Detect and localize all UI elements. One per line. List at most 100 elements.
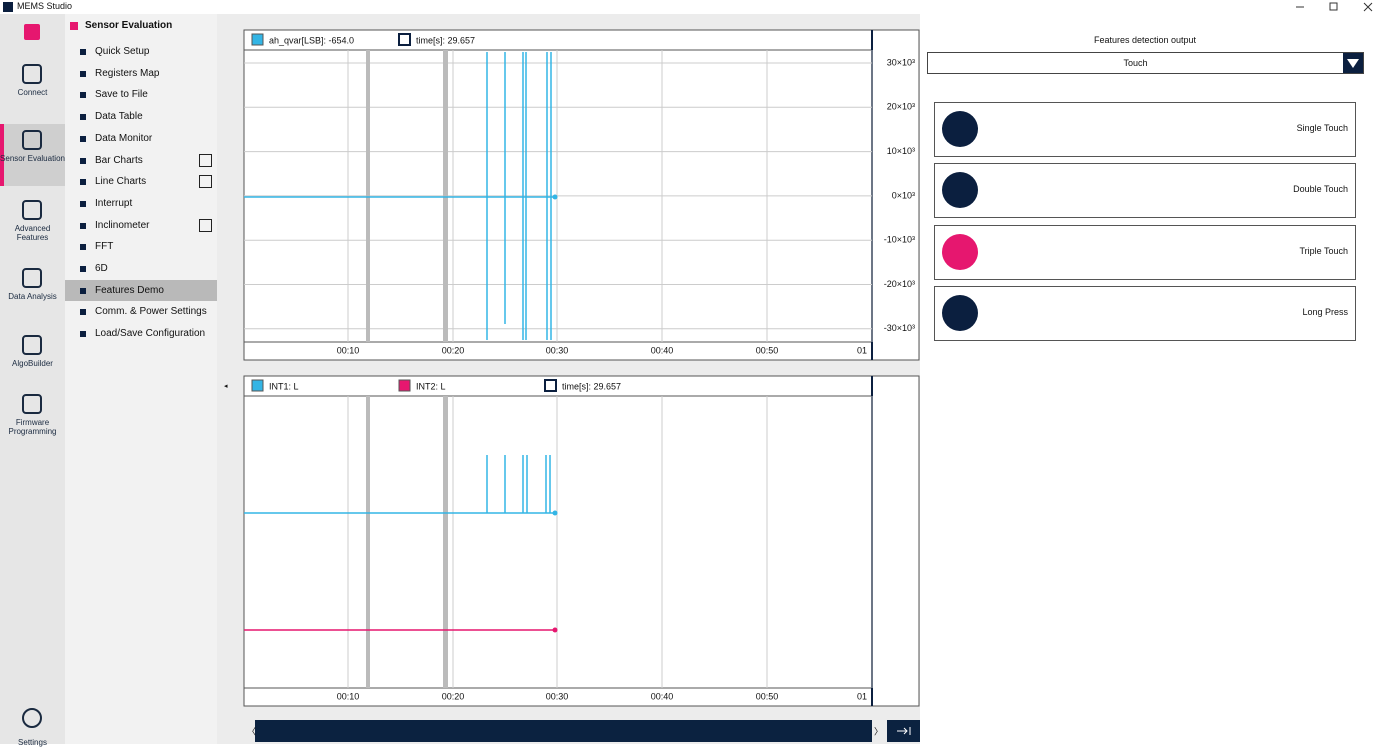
menu-bullet bbox=[80, 287, 86, 294]
menu-item[interactable]: Comm. & Power Settings bbox=[65, 301, 217, 322]
sidebar-label: AlgoBuilder bbox=[12, 359, 53, 368]
menu-bullet bbox=[80, 266, 86, 272]
menu-item[interactable]: Features Demo bbox=[65, 279, 217, 301]
menu-bullet bbox=[80, 179, 86, 186]
menu-label: Bar Charts bbox=[95, 154, 143, 166]
scrollbar[interactable] bbox=[255, 720, 872, 742]
title-bar: MEMS Studio bbox=[0, 0, 1379, 14]
sidebar-item[interactable]: AlgoBuilder bbox=[0, 329, 65, 391]
menu-item[interactable]: 6D bbox=[65, 258, 217, 279]
menu-bullet bbox=[70, 22, 78, 30]
menu-item[interactable]: Registers Map bbox=[65, 63, 217, 84]
dropdown[interactable]: Touch bbox=[927, 52, 1364, 74]
menu-label: Inclinometer bbox=[95, 219, 150, 231]
x-tick-label: 00:30 bbox=[546, 691, 569, 701]
menu-label: Quick Setup bbox=[95, 46, 150, 57]
sidebar-item[interactable]: Firmware Programming bbox=[0, 388, 65, 450]
plot-area bbox=[243, 395, 873, 689]
jump-icon bbox=[897, 727, 911, 735]
menu-item[interactable]: FFT bbox=[65, 236, 217, 257]
app-icon bbox=[3, 2, 13, 12]
selected-indicator bbox=[0, 124, 4, 186]
menu-item[interactable]: Data Table bbox=[65, 106, 217, 127]
y-tick-label: -20×10³ bbox=[884, 279, 915, 289]
y-tick-label: -30×10³ bbox=[884, 323, 915, 333]
legend-swatch bbox=[251, 379, 264, 392]
feature-card: Triple Touch bbox=[934, 224, 1356, 280]
external-link[interactable] bbox=[199, 175, 212, 189]
sidebar-icon bbox=[22, 200, 42, 220]
legend-swatch bbox=[544, 379, 557, 392]
legend-swatch bbox=[398, 379, 411, 392]
feature-card: Single Touch bbox=[934, 102, 1356, 157]
int1-trace bbox=[244, 455, 555, 514]
menu-label: Load/Save Configuration bbox=[95, 328, 206, 340]
settings-label: Settings bbox=[18, 738, 47, 747]
menu-bullet bbox=[80, 222, 86, 229]
menu-label: FFT bbox=[95, 241, 114, 253]
x-tick-label: 00:20 bbox=[442, 345, 465, 355]
features-panel: Features detection output Touch Single T… bbox=[920, 14, 1379, 744]
dropdown-button[interactable] bbox=[1343, 53, 1363, 73]
logo bbox=[24, 24, 40, 40]
menu-label: Line Charts bbox=[95, 176, 147, 188]
feature-indicator bbox=[942, 294, 978, 331]
dropdown-arrow bbox=[1347, 59, 1359, 68]
sidebar-icon bbox=[22, 130, 42, 150]
sidebar-icon bbox=[22, 268, 42, 288]
menu-bullet bbox=[80, 200, 86, 207]
menu-item[interactable]: Line Charts bbox=[65, 171, 217, 192]
feature-card: Double Touch bbox=[934, 163, 1356, 219]
feature-indicator bbox=[942, 233, 978, 270]
menu-bullet bbox=[80, 309, 86, 316]
sidebar-icon bbox=[22, 335, 42, 355]
x-tick-label: 00:50 bbox=[756, 345, 779, 355]
menu-item[interactable]: Interrupt bbox=[65, 193, 217, 214]
legend-label: INT1: L bbox=[269, 381, 299, 391]
menu-bullet bbox=[80, 114, 86, 121]
y-tick-label: -10×10³ bbox=[884, 235, 915, 245]
menu-item[interactable]: Save to File bbox=[65, 84, 217, 105]
x-tick-label: 00:10 bbox=[337, 345, 360, 355]
legend-label: time[s]: 29.657 bbox=[562, 381, 621, 391]
collapse-arrow[interactable]: ◂ bbox=[224, 383, 228, 390]
menu-bullet bbox=[80, 70, 86, 77]
settings-icon[interactable] bbox=[22, 708, 42, 728]
marker-band bbox=[443, 396, 448, 688]
sidebar-item[interactable]: Advanced Features bbox=[0, 194, 65, 256]
scroll-left[interactable]: 〈 bbox=[247, 726, 256, 736]
external-link[interactable] bbox=[199, 153, 212, 167]
sidebar-item[interactable]: Connect bbox=[0, 58, 65, 120]
sidebar-label: Firmware Programming bbox=[8, 418, 57, 436]
sidebar: Connect Sensor Evaluation Advanced Feature… bbox=[0, 14, 65, 747]
menu-label: 6D bbox=[95, 263, 108, 274]
menu-label: Comm. & Power Settings bbox=[95, 306, 207, 318]
sidebar-item[interactable]: Sensor Evaluation bbox=[0, 124, 65, 186]
menu-item[interactable]: Quick Setup bbox=[65, 41, 217, 62]
legend-swatch bbox=[251, 33, 264, 46]
sidebar-icon bbox=[22, 394, 42, 414]
cursor-dot bbox=[552, 627, 558, 633]
features-title: Features detection output bbox=[1093, 35, 1197, 45]
menu-item[interactable]: Bar Charts bbox=[65, 150, 217, 171]
menu-item[interactable]: Load/Save Configuration bbox=[65, 323, 217, 344]
plots: ◂ 〈 〉 00:10 00:20 00:30 00:40 00:50 01 30×10³ 2… bbox=[224, 29, 920, 742]
legend-swatch bbox=[398, 33, 411, 46]
dropdown-value: Touch bbox=[1123, 58, 1148, 68]
x-tick-label: 00:40 bbox=[651, 345, 674, 355]
menu-item[interactable]: Inclinometer bbox=[65, 215, 217, 236]
feature-card: Long Press bbox=[934, 285, 1356, 341]
x-tick-label: 01 bbox=[857, 691, 867, 701]
legend-label: INT2: L bbox=[416, 381, 446, 391]
scroll-right[interactable]: 〉 bbox=[874, 726, 883, 736]
menu-title: Sensor Evaluation bbox=[85, 20, 173, 31]
sidebar-label: Data Analysis bbox=[8, 292, 57, 301]
external-link[interactable] bbox=[199, 218, 212, 232]
sidebar-label: Advanced Features bbox=[14, 224, 51, 242]
y-tick-label: 30×10³ bbox=[887, 57, 915, 67]
window-controls[interactable] bbox=[1290, 0, 1379, 14]
sidebar-item[interactable]: Data Analysis bbox=[0, 262, 65, 324]
feature-label: Single Touch bbox=[1296, 123, 1348, 133]
menu-item[interactable]: Data Monitor bbox=[65, 128, 217, 149]
